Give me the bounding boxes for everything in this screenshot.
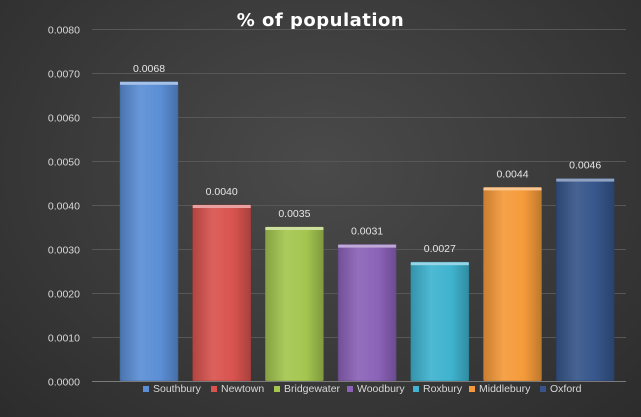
data-label: 0.0031 (351, 226, 383, 238)
bar-middlebury (483, 187, 542, 382)
legend-swatch (469, 386, 475, 392)
y-tick-label: 0.0050 (48, 157, 80, 169)
data-labels: 0.0068 0.0040 0.0035 0.0031 0.0027 0.0044 0.00… (133, 63, 601, 255)
y-tick-label: 0.0020 (48, 289, 80, 301)
legend-label: Southbury (153, 383, 202, 395)
bar-top-highlight (556, 178, 615, 182)
data-label: 0.0040 (206, 186, 238, 198)
legend-label: Newtown (221, 383, 264, 395)
bar-southbury (119, 81, 179, 382)
y-tick-label: 0.0070 (48, 69, 80, 81)
bars (119, 81, 615, 382)
bar-top-highlight (483, 187, 542, 191)
data-label: 0.0046 (569, 160, 601, 172)
y-axis-ticks: 0.0000 0.0010 0.0020 0.0030 0.0040 0.0050 0.00… (48, 25, 80, 389)
legend-swatch (413, 386, 419, 392)
y-tick-label: 0.0040 (48, 201, 80, 213)
bar-roxbury (410, 261, 470, 382)
legend-swatch (347, 386, 353, 392)
legend-label: Oxford (550, 383, 582, 395)
y-tick-label: 0.0080 (48, 25, 80, 37)
legend-label: Roxbury (423, 383, 463, 395)
bar-newtown (192, 204, 251, 382)
bar-top-highlight (192, 205, 251, 208)
legend-label: Middlebury (479, 383, 531, 395)
legend-label: Bridgewater (284, 383, 341, 395)
bar-top-highlight (265, 227, 324, 230)
bar-bridgewater (265, 226, 324, 382)
bar-top-highlight (410, 262, 469, 266)
y-tick-label: 0.0030 (48, 245, 80, 257)
bar-top-highlight (120, 81, 178, 85)
chart-title: % of population (236, 10, 405, 31)
legend-swatch (540, 386, 546, 392)
legend-swatch (211, 386, 217, 392)
legend-swatch (274, 386, 280, 392)
bar-oxford (555, 178, 615, 382)
data-label: 0.0044 (496, 168, 528, 180)
legend-swatch (143, 386, 149, 392)
data-label: 0.0027 (424, 243, 456, 255)
bar-top-highlight (338, 244, 397, 248)
y-tick-label: 0.0060 (48, 113, 80, 125)
y-tick-label: 0.0010 (48, 333, 80, 345)
legend-label: Woodbury (357, 383, 405, 395)
data-label: 0.0068 (133, 63, 165, 75)
y-tick-label: 0.0000 (48, 377, 80, 389)
data-label: 0.0035 (278, 208, 310, 220)
legend: Southbury Newtown Bridgewater Woodbury Roxbu… (143, 383, 582, 395)
bar-woodbury (337, 244, 397, 382)
